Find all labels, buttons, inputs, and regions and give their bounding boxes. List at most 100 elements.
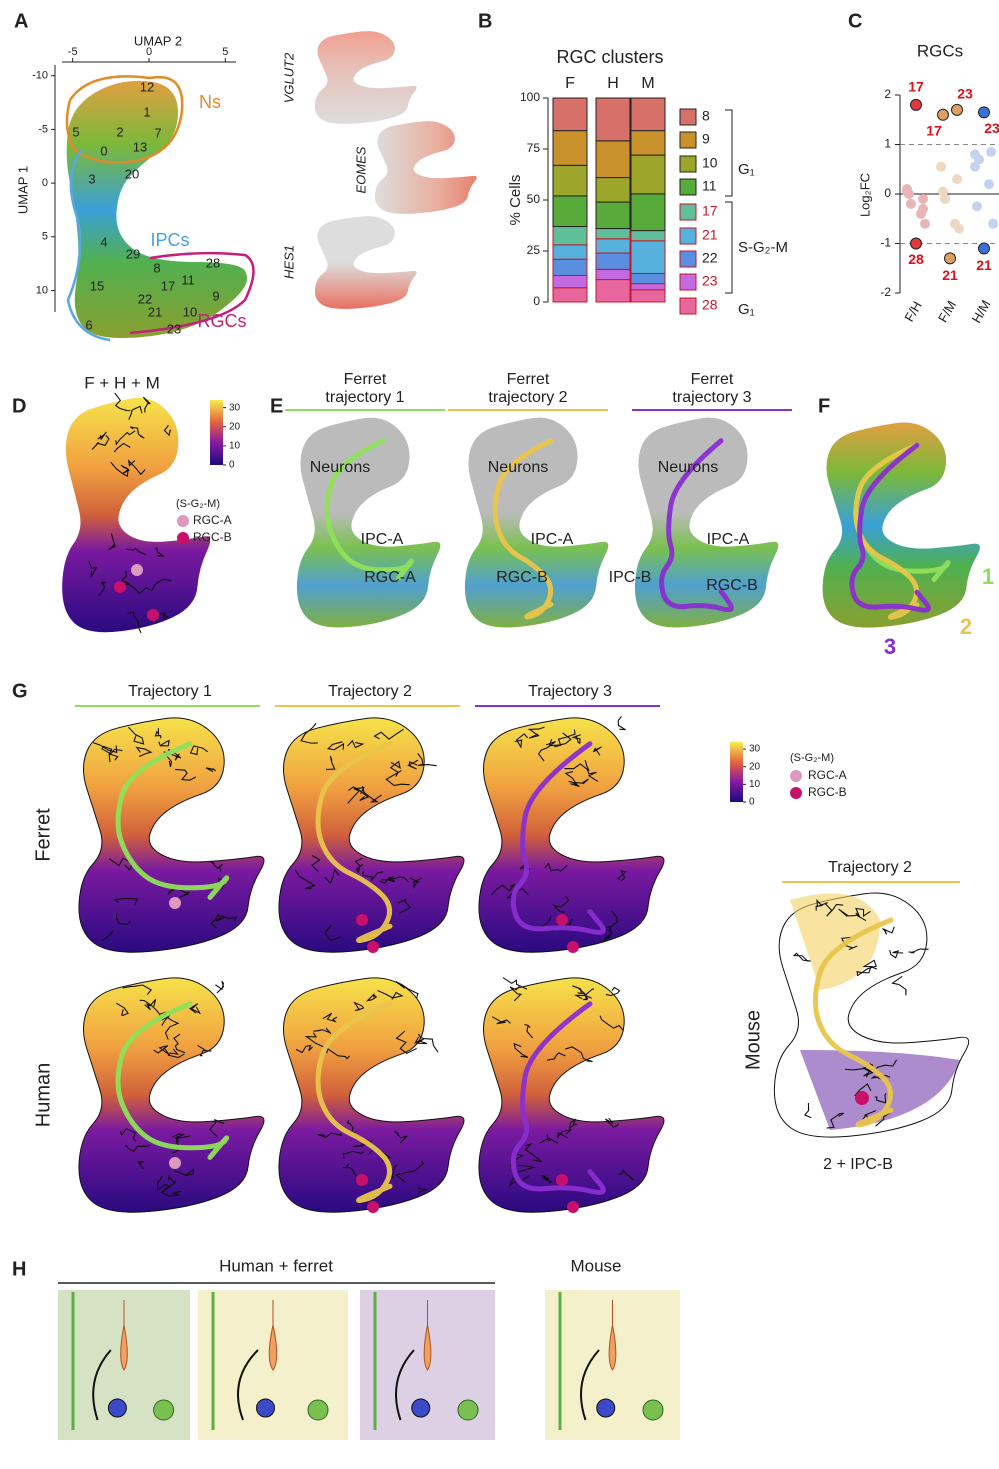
bar-segment <box>596 280 630 302</box>
cluster-label: 0 <box>100 143 107 158</box>
axis-label: % Cells <box>507 175 524 226</box>
region-label: Neurons <box>658 459 718 476</box>
x-tick-label: M <box>641 75 654 92</box>
legend-label: 28 <box>702 297 718 313</box>
cluster-label: 10 <box>183 304 197 319</box>
progenitor <box>257 1399 275 1417</box>
legend-title: (S-G₂-M) <box>790 752 834 764</box>
region-label: IPC-B <box>609 569 652 586</box>
panel-letter: H <box>12 1258 26 1280</box>
cluster-label: 29 <box>126 246 140 261</box>
panel-title: trajectory 3 <box>672 389 751 406</box>
cluster-label: 23 <box>167 321 181 336</box>
bar-segment <box>631 273 665 283</box>
y-tick-label: 5 <box>42 231 48 243</box>
y-tick-label: 100 <box>520 90 540 104</box>
y-tick-label: 10 <box>36 284 48 296</box>
y-tick-label: 50 <box>527 192 541 206</box>
panel-title: Ferret <box>691 371 734 388</box>
y-tick-label: 0 <box>533 294 540 308</box>
bracket <box>725 110 732 196</box>
legend-label: 8 <box>702 108 710 124</box>
bar-segment <box>596 202 630 229</box>
highlight-dot <box>911 99 922 110</box>
panel-letter: A <box>14 10 28 32</box>
bar-segment <box>553 227 587 245</box>
cell-marker <box>169 897 181 909</box>
figure: A-505-10-50510UMAP 2UMAP 112152701320342… <box>0 0 999 1469</box>
panel-letter: G <box>12 680 28 702</box>
data-label: 21 <box>942 267 958 283</box>
x-tick-label: H/M <box>969 297 994 325</box>
legend-swatch <box>680 132 696 148</box>
bar-segment <box>553 288 587 302</box>
cell-marker <box>147 609 159 621</box>
cell-marker <box>567 941 579 953</box>
progenitor <box>458 1400 478 1420</box>
panel-letter: D <box>12 395 26 417</box>
data-label: 23 <box>984 120 999 136</box>
page: A-505-10-50510UMAP 2UMAP 112152701320342… <box>0 0 999 1469</box>
colorbar <box>730 742 743 802</box>
legend-swatch <box>680 204 696 220</box>
progenitor <box>154 1400 174 1420</box>
axis-label: Log₂FC <box>857 173 872 217</box>
bar-segment <box>631 131 665 155</box>
dot <box>988 219 998 229</box>
legend-label: RGC-B <box>193 530 232 544</box>
trajectory-tree <box>893 976 907 995</box>
bracket <box>725 202 732 293</box>
colorbar-label: 0 <box>749 797 755 808</box>
gene-label: HES1 <box>281 245 296 279</box>
x-tick-label: H <box>607 75 619 92</box>
panel-title: trajectory 2 <box>488 389 567 406</box>
dot <box>970 162 980 172</box>
cell-marker <box>356 914 368 926</box>
bar-segment <box>596 98 630 141</box>
y-tick-label: 75 <box>527 141 541 155</box>
data-label: 21 <box>976 257 992 273</box>
legend-swatch <box>680 228 696 244</box>
cell-marker <box>855 1091 869 1105</box>
panel-title: F + H + M <box>84 373 160 392</box>
cell-marker <box>567 1201 579 1213</box>
legend-label: RGC-A <box>193 513 232 527</box>
chart-title: RGCs <box>917 41 963 60</box>
region-label: IPC-A <box>531 531 574 548</box>
dot <box>984 179 994 189</box>
legend-label: 22 <box>702 250 718 266</box>
legend-label: 21 <box>702 227 718 243</box>
colorbar <box>210 400 223 465</box>
highlight-dot <box>979 243 990 254</box>
axis-label: UMAP 1 <box>15 166 30 214</box>
trajectory-label: 1 <box>982 564 994 589</box>
colorbar-label: 30 <box>749 744 761 755</box>
umap-embedding <box>67 81 247 338</box>
colorbar-label: 10 <box>229 441 241 452</box>
x-tick-label: F/M <box>935 298 959 325</box>
colorbar-label: 20 <box>749 761 761 772</box>
y-tick-label: -2 <box>880 285 891 299</box>
progenitor <box>597 1399 615 1417</box>
phase-label: G₁ <box>738 161 755 178</box>
panel-title: Trajectory 2 <box>828 859 912 876</box>
x-tick-label: -5 <box>68 46 78 58</box>
highlight-dot <box>938 109 949 120</box>
umap-embedding <box>315 31 417 124</box>
bar-segment <box>631 241 665 274</box>
colorbar-label: 20 <box>229 421 241 432</box>
colorbar-label: 30 <box>229 402 241 413</box>
panel-title: Ferret <box>507 371 550 388</box>
cell-marker <box>556 1174 568 1186</box>
dot <box>920 219 930 229</box>
group-label: RGCs <box>198 311 247 331</box>
trajectory-label: 3 <box>884 634 896 659</box>
bar-segment <box>631 290 665 302</box>
data-label: 17 <box>908 79 924 95</box>
dot <box>972 201 982 211</box>
cell-marker <box>356 1174 368 1186</box>
region-label: Neurons <box>310 459 370 476</box>
trajectory-label: 2 <box>960 614 972 639</box>
cell-marker <box>790 787 802 799</box>
x-tick-label: F <box>565 75 575 92</box>
